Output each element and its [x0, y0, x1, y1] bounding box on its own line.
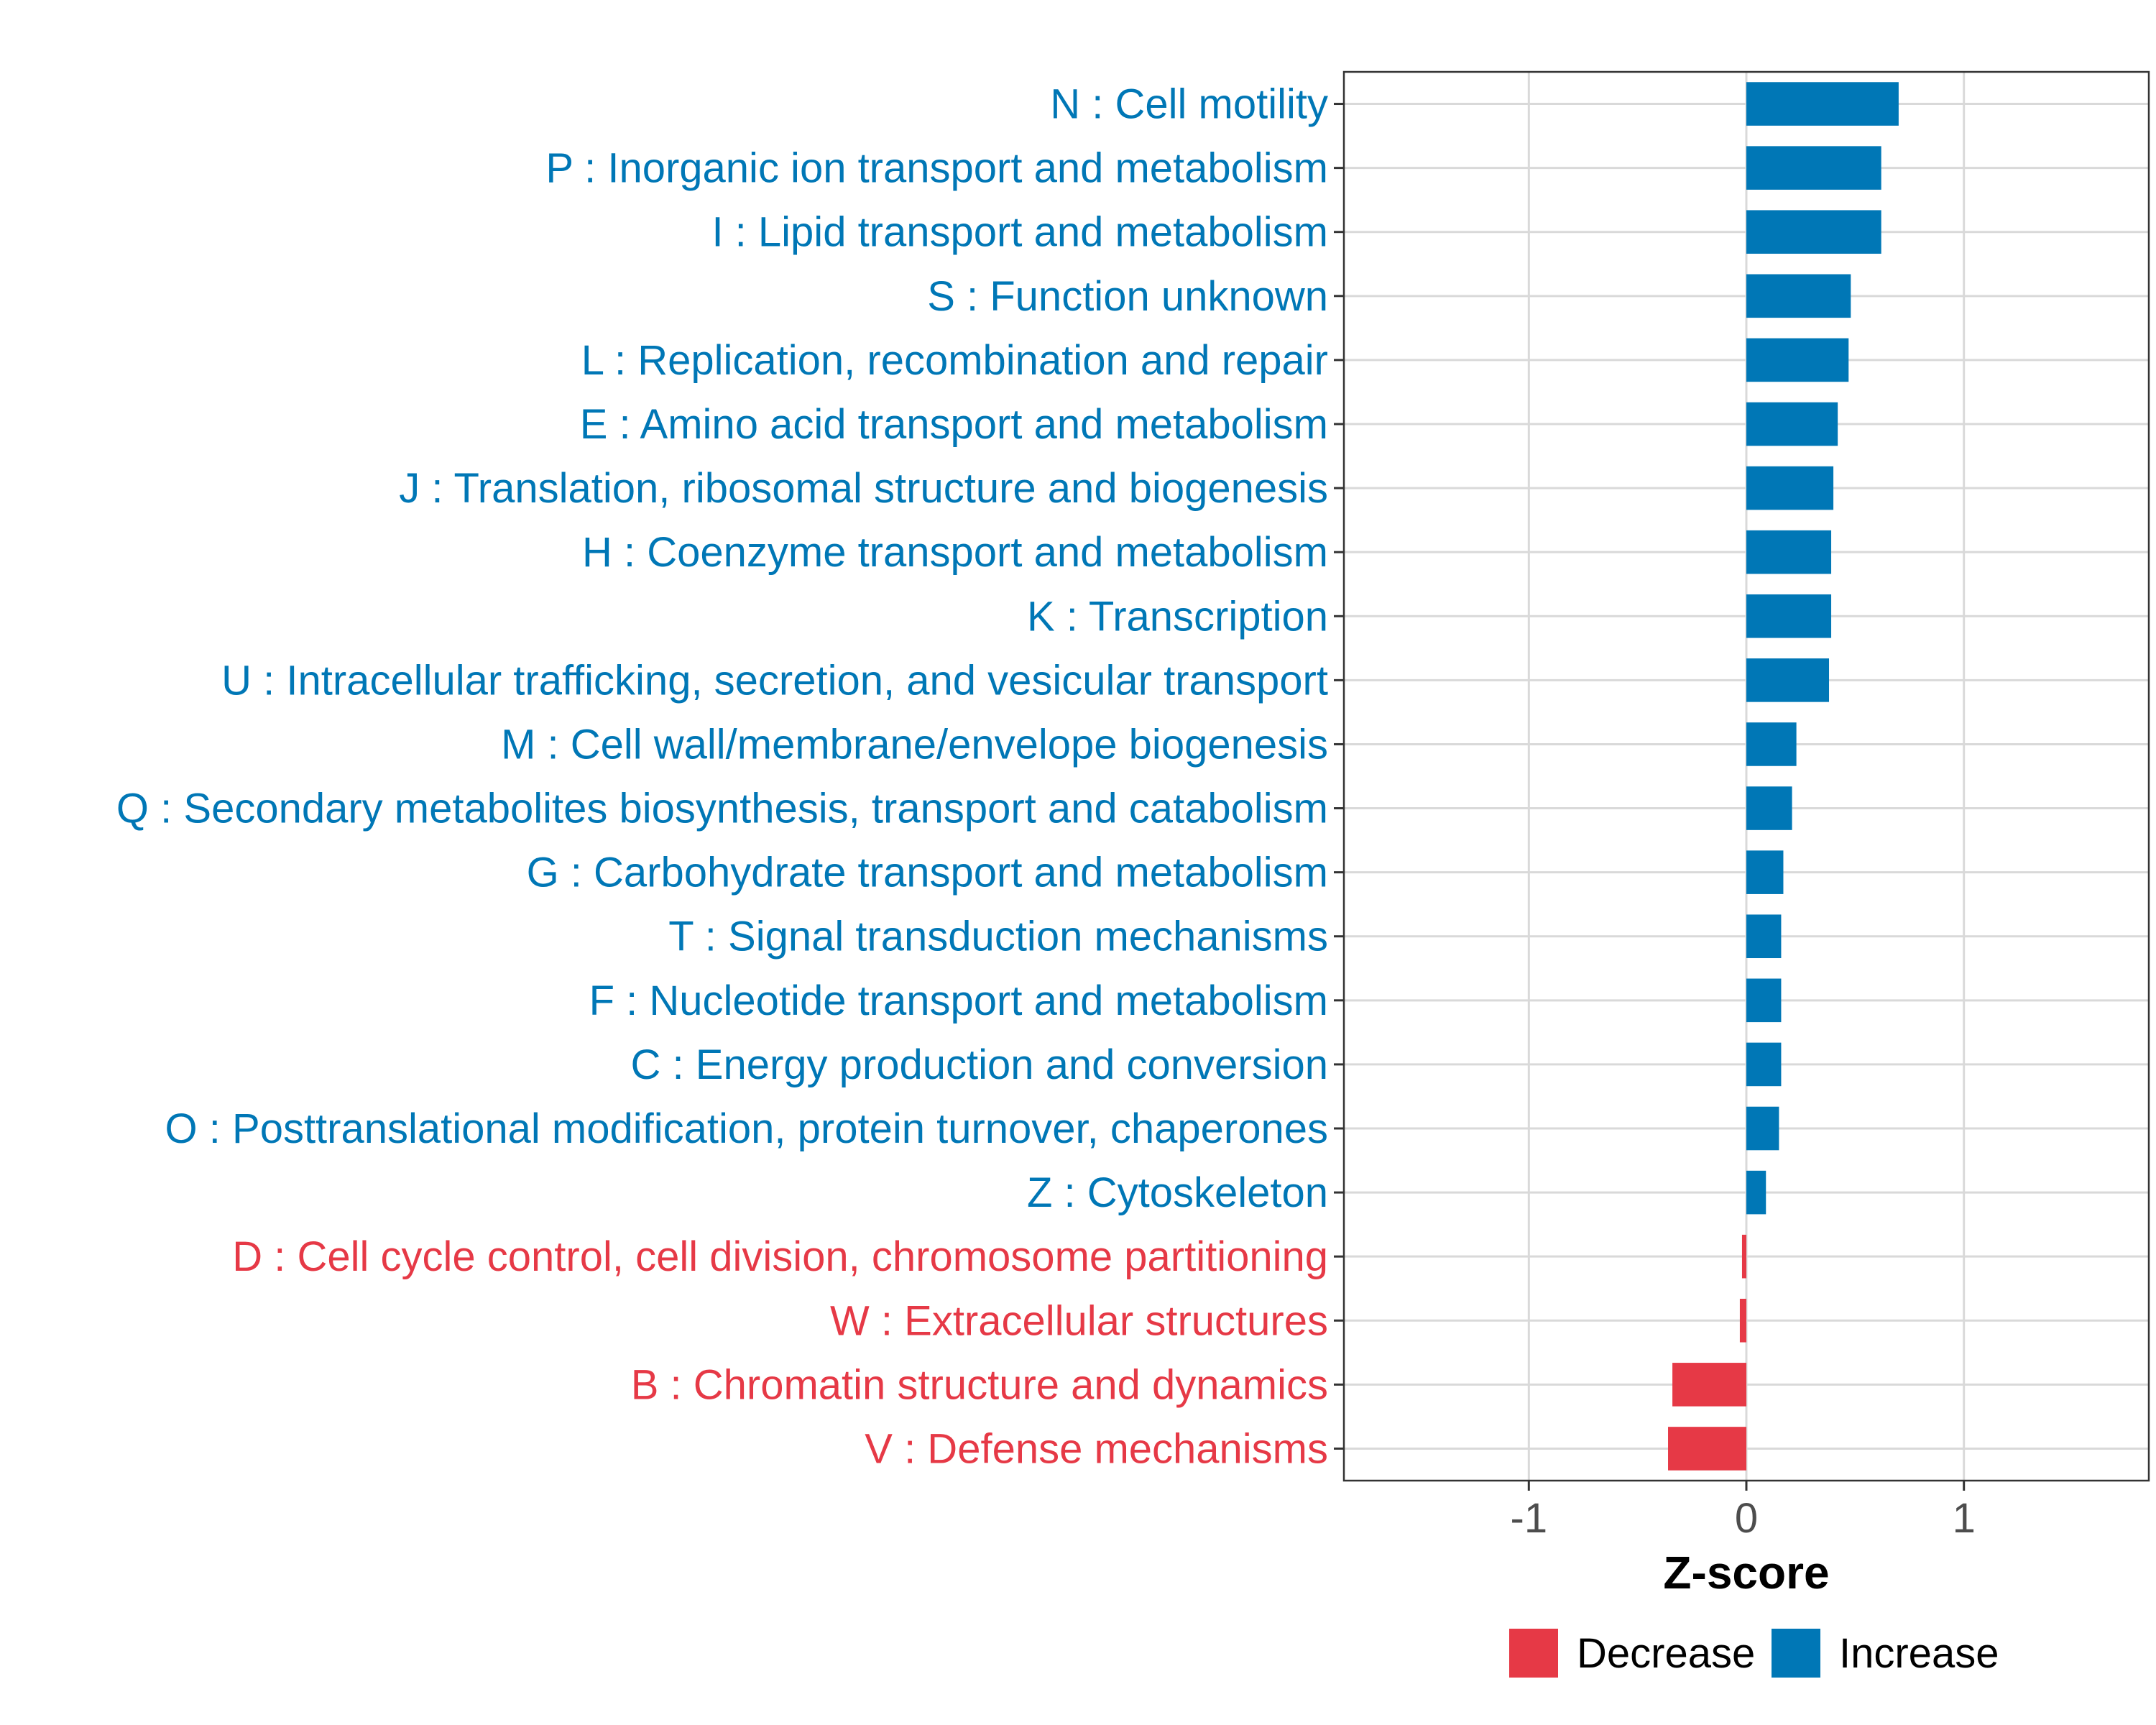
y-tick-label: B : Chromatin structure and dynamics [631, 1361, 1328, 1408]
bar [1746, 786, 1792, 830]
y-tick-label: H : Coenzyme transport and metabolism [582, 529, 1328, 576]
y-tick-label: Q : Secondary metabolites biosynthesis, … [116, 786, 1328, 832]
y-tick-label: L : Replication, recombination and repai… [581, 337, 1328, 384]
bar [1672, 1363, 1746, 1407]
x-axis-ticks [1527, 1481, 1966, 1491]
bar [1746, 594, 1832, 638]
x-axis-title: Z-score [1663, 1547, 1829, 1598]
bar [1746, 914, 1782, 959]
legend-label-increase: Increase [1839, 1630, 1999, 1677]
bar [1746, 1170, 1766, 1215]
legend-key-increase [1772, 1629, 1820, 1678]
bar [1746, 210, 1881, 254]
y-tick-label: C : Energy production and conversion [631, 1041, 1328, 1088]
bar [1668, 1427, 1746, 1471]
y-tick-label: K : Transcription [1027, 593, 1328, 640]
y-tick-label: P : Inorganic ion transport and metaboli… [545, 145, 1328, 192]
bar [1746, 722, 1797, 766]
legend-label-decrease: Decrease [1577, 1630, 1755, 1677]
x-tick-label: 1 [1953, 1495, 1976, 1542]
bar [1746, 1106, 1779, 1151]
y-tick-label: I : Lipid transport and metabolism [711, 209, 1328, 256]
x-tick-label: -1 [1511, 1495, 1548, 1542]
y-tick-label: D : Cell cycle control, cell division, c… [232, 1233, 1328, 1280]
y-tick-label: G : Carbohydrate transport and metabolis… [527, 850, 1328, 896]
bar [1746, 978, 1782, 1023]
y-tick-label: W : Extracellular structures [830, 1297, 1328, 1344]
bar [1746, 274, 1851, 318]
bar [1746, 1042, 1782, 1087]
bar [1746, 338, 1849, 382]
y-axis-labels: N : Cell motility P : Inorganic ion trans… [116, 81, 1328, 1473]
y-tick-label: T : Signal transduction mechanisms [668, 914, 1328, 960]
y-tick-label: M : Cell wall/membrane/envelope biogenes… [501, 721, 1328, 768]
y-tick-label: V : Defense mechanisms [865, 1425, 1328, 1472]
y-tick-label: N : Cell motility [1050, 81, 1328, 128]
bar [1746, 402, 1838, 446]
bar [1746, 466, 1834, 510]
legend-key-decrease [1509, 1629, 1558, 1678]
bar [1739, 1298, 1746, 1343]
bar [1746, 530, 1832, 574]
y-tick-label: F : Nucleotide transport and metabolism [589, 978, 1328, 1024]
bar [1746, 850, 1784, 894]
bar [1746, 82, 1899, 126]
y-tick-label: J : Translation, ribosomal structure and… [399, 465, 1328, 512]
x-tick-label: 0 [1735, 1495, 1758, 1542]
y-tick-label: S : Function unknown [927, 273, 1328, 320]
y-tick-label: Z : Cytoskeleton [1027, 1169, 1328, 1216]
y-tick-label: O : Posttranslational modification, prot… [165, 1105, 1328, 1152]
y-tick-label: E : Amino acid transport and metabolism [580, 401, 1328, 448]
bar [1741, 1234, 1746, 1279]
bar [1746, 658, 1830, 702]
legend: Decrease Increase [1509, 1629, 1999, 1678]
y-axis-ticks [1334, 103, 1344, 1450]
x-axis-labels: -1 0 1 [1511, 1495, 1976, 1542]
bar [1746, 146, 1881, 190]
y-tick-label: U : Intracellular trafficking, secretion… [221, 657, 1328, 704]
bars [1668, 82, 1899, 1471]
